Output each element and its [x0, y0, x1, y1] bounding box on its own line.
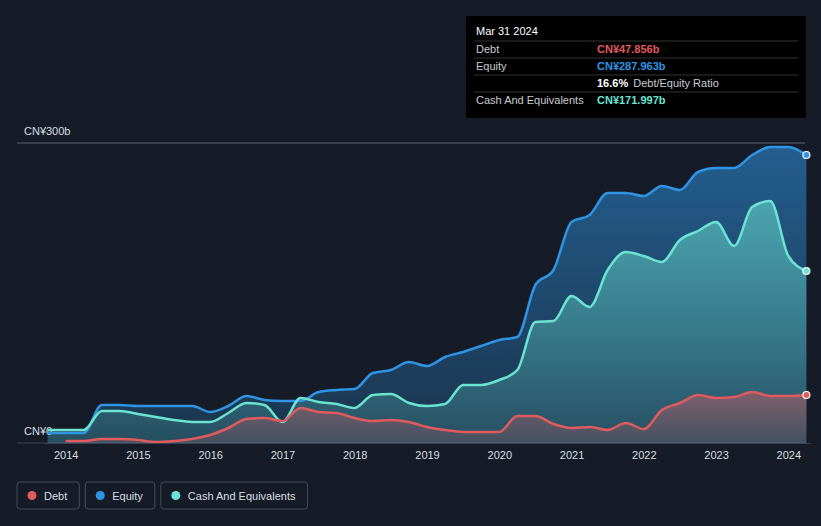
- x-tick-label: 2022: [632, 449, 656, 461]
- x-tick-label: 2018: [343, 449, 367, 461]
- legend-swatch: [171, 491, 180, 500]
- x-tick: 2019: [415, 443, 439, 461]
- background: [0, 0, 821, 526]
- x-tick-label: 2020: [488, 449, 512, 461]
- x-tick-label: 2023: [704, 449, 728, 461]
- tooltip-box: [466, 16, 806, 118]
- x-tick: 2014: [54, 443, 78, 461]
- legend-label: Debt: [44, 490, 67, 502]
- tooltip-value: CN¥171.997b: [597, 94, 666, 106]
- tooltip-value: CN¥287.963b: [597, 60, 666, 72]
- series-line: [66, 392, 807, 442]
- legend-swatch: [96, 491, 105, 500]
- tooltip-separator: [474, 41, 798, 42]
- x-tick-label: 2014: [54, 449, 78, 461]
- tooltip-label: Debt: [476, 43, 499, 55]
- tooltip-label: Debt/Equity Ratio: [633, 77, 719, 89]
- legend-button[interactable]: [17, 482, 79, 509]
- x-tick-label: 2015: [126, 449, 150, 461]
- x-tick: 2020: [488, 443, 512, 461]
- tooltip-separator: [474, 92, 798, 93]
- end-dot: [803, 152, 810, 159]
- x-tick: 2015: [126, 443, 150, 461]
- tooltip-separator: [474, 75, 798, 76]
- x-tick-label: 2021: [560, 449, 584, 461]
- legend-swatch: [28, 491, 37, 500]
- legend-label: Equity: [112, 490, 143, 502]
- series-area: [48, 147, 807, 443]
- end-dots: [803, 152, 810, 399]
- x-tick: 2023: [704, 443, 728, 461]
- x-tick-label: 2017: [271, 449, 295, 461]
- legend: Debt Equity Cash And Equivalents: [17, 482, 307, 509]
- x-axis-line: [45, 443, 811, 444]
- series-area: [66, 392, 807, 443]
- plot-area: [48, 147, 807, 443]
- x-tick: 2024: [777, 443, 801, 461]
- tooltip-title: Mar 31 2024: [476, 25, 538, 37]
- tooltip-label: Cash And Equivalents: [476, 94, 584, 106]
- tooltip-label: Equity: [476, 60, 507, 72]
- x-tick: 2018: [343, 443, 367, 461]
- legend-label: Cash And Equivalents: [188, 490, 296, 502]
- x-tick: 2022: [632, 443, 656, 461]
- tooltip-value: CN¥47.856b: [597, 43, 660, 55]
- y-axis: CN¥0CN¥300b: [24, 125, 70, 437]
- end-dot: [803, 268, 810, 275]
- tooltip-separator: [474, 58, 798, 59]
- x-tick-label: 2024: [777, 449, 801, 461]
- legend-button[interactable]: [85, 482, 155, 509]
- chart: CN¥0CN¥300b20142015201620172018201920202…: [0, 0, 821, 526]
- x-tick-label: 2016: [198, 449, 222, 461]
- x-tick: 2016: [198, 443, 222, 461]
- legend-item[interactable]: Debt: [17, 482, 79, 509]
- series-line: [48, 147, 807, 433]
- x-tick-label: 2019: [415, 449, 439, 461]
- legend-button[interactable]: [161, 482, 308, 509]
- x-axis: 2014 2015 2016 2017 2018 2019 2020 2021 2022 2023…: [45, 443, 811, 461]
- end-dot: [803, 392, 810, 399]
- tooltip: Mar 31 2024 Debt CN¥47.856b Equity CN¥287.96…: [466, 16, 806, 118]
- tooltip-value: 16.6%: [597, 77, 628, 89]
- legend-item[interactable]: Equity: [85, 482, 155, 509]
- grid-line: [17, 143, 805, 144]
- x-tick: 2017: [271, 443, 295, 461]
- y-tick-label: CN¥300b: [24, 125, 70, 137]
- x-tick: 2021: [560, 443, 584, 461]
- legend-item[interactable]: Cash And Equivalents: [161, 482, 308, 509]
